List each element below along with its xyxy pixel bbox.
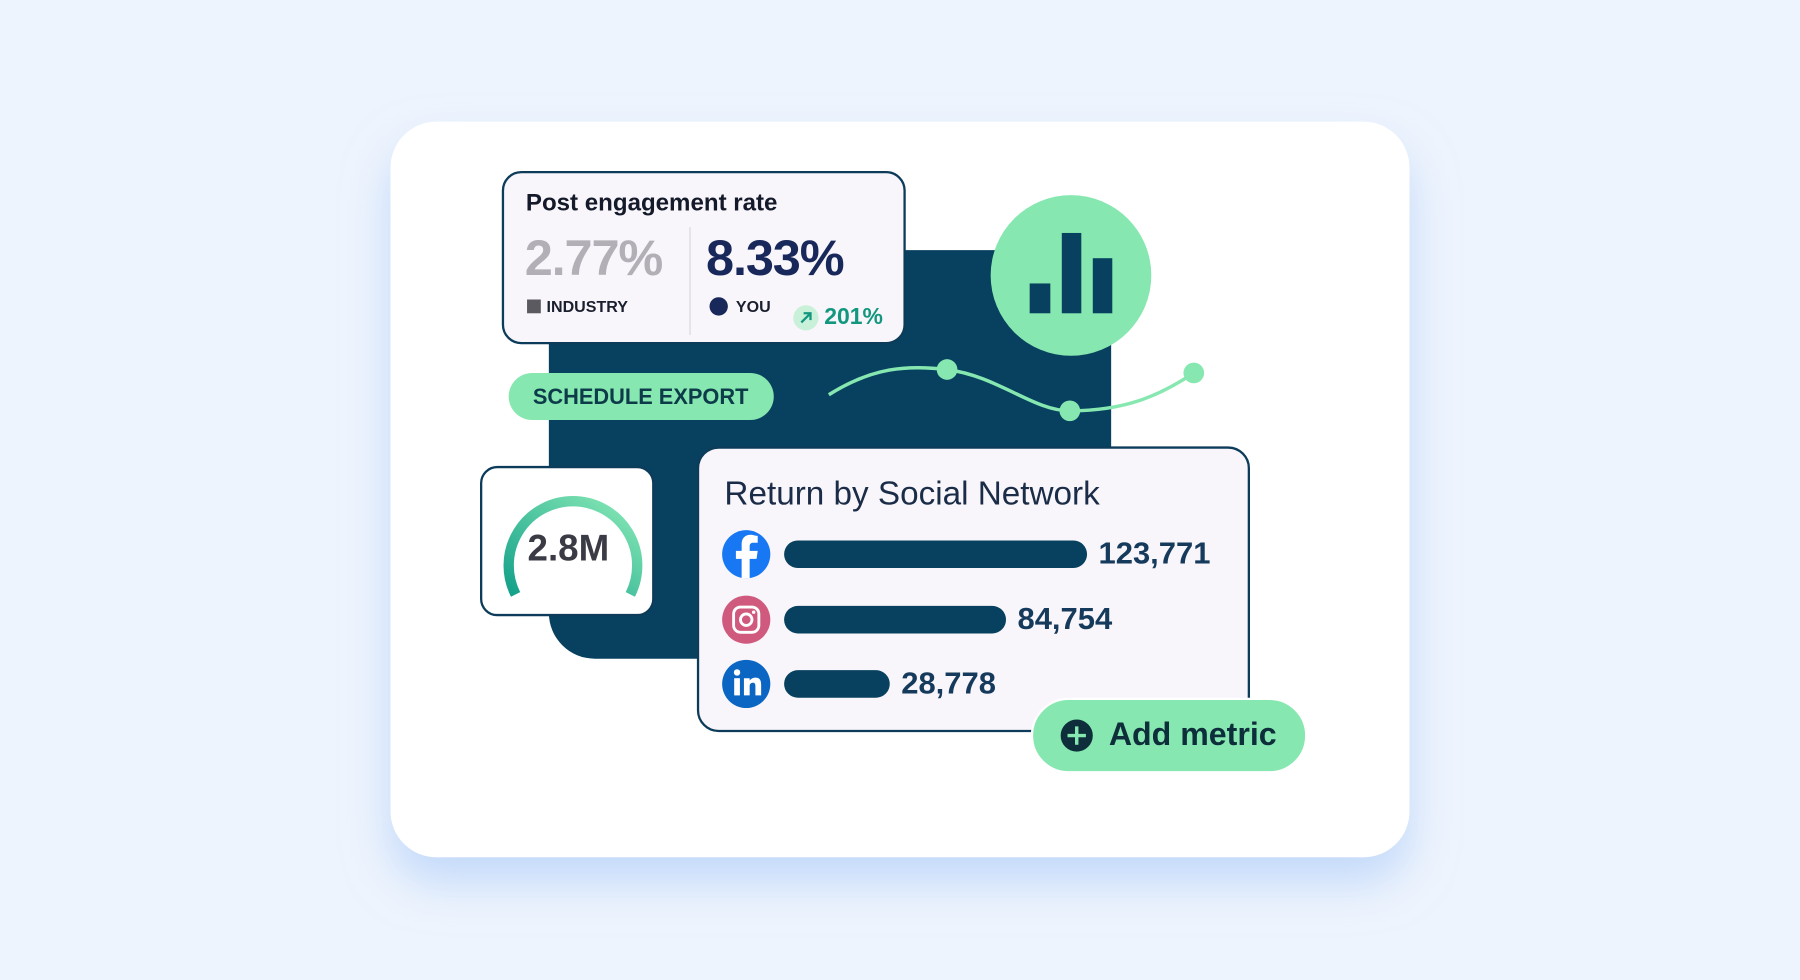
badge-bar <box>1029 283 1051 314</box>
curve-dot <box>936 359 958 380</box>
bar-value: 123,771 <box>1099 536 1211 571</box>
gauge-value: 2.8M <box>528 528 610 569</box>
icon-glyph <box>734 678 740 696</box>
badge-bar <box>1061 232 1082 314</box>
icon-glyph <box>732 605 761 634</box>
you-swatch <box>709 297 728 316</box>
button-label[interactable]: Add metric <box>1109 716 1277 752</box>
bar <box>784 670 890 698</box>
icon-glyph <box>743 677 762 696</box>
bar <box>784 540 1088 569</box>
change-arrow <box>800 312 812 324</box>
gauge-card: 2.8M <box>480 465 655 617</box>
icon-glyph <box>739 612 754 627</box>
industry-label: INDUSTRY <box>547 298 629 316</box>
industry-value: 2.77% <box>525 229 663 286</box>
return-card: Return by Social Network 123,771 84,754 28… <box>696 446 1250 733</box>
button-label[interactable]: SCHEDULE EXPORT <box>533 384 749 409</box>
card-title: Post engagement rate <box>526 190 778 217</box>
facebook-icon <box>722 530 771 579</box>
badge-bar <box>1092 258 1113 314</box>
card-bg <box>501 170 906 345</box>
card-bg <box>696 446 1250 733</box>
icon-glyph <box>751 610 756 614</box>
card-title: Return by Social Network <box>724 476 1100 513</box>
curve-dot <box>1183 362 1205 384</box>
engagement-card: Post engagement rate 2.77% 8.33% INDUSTR… <box>501 170 906 345</box>
button-bg[interactable] <box>1030 697 1308 774</box>
plus-glyph[interactable] <box>1067 726 1086 745</box>
bar-value: 28,778 <box>901 665 996 700</box>
bar-value: 84,754 <box>1017 601 1112 636</box>
trend-line <box>827 359 1205 422</box>
card-bg <box>480 465 655 617</box>
industry-swatch <box>527 299 541 314</box>
bar <box>784 605 1007 634</box>
curve-dot <box>1059 400 1081 422</box>
you-label: YOU <box>736 298 771 316</box>
add-metric-button[interactable]: Add metric <box>1030 697 1308 774</box>
curve <box>827 365 1195 413</box>
button-bg[interactable] <box>508 372 774 420</box>
icon-glyph <box>735 534 758 579</box>
you-value: 8.33% <box>706 229 844 286</box>
chart-badge <box>990 195 1152 356</box>
icon-glyph <box>733 669 741 676</box>
instagram-icon <box>722 595 771 644</box>
linkedin-icon <box>722 659 771 709</box>
gauge-arc <box>503 496 643 597</box>
schedule-export-button[interactable]: SCHEDULE EXPORT <box>508 372 774 420</box>
icon-bg <box>722 595 771 644</box>
change-value: 201% <box>824 303 883 329</box>
